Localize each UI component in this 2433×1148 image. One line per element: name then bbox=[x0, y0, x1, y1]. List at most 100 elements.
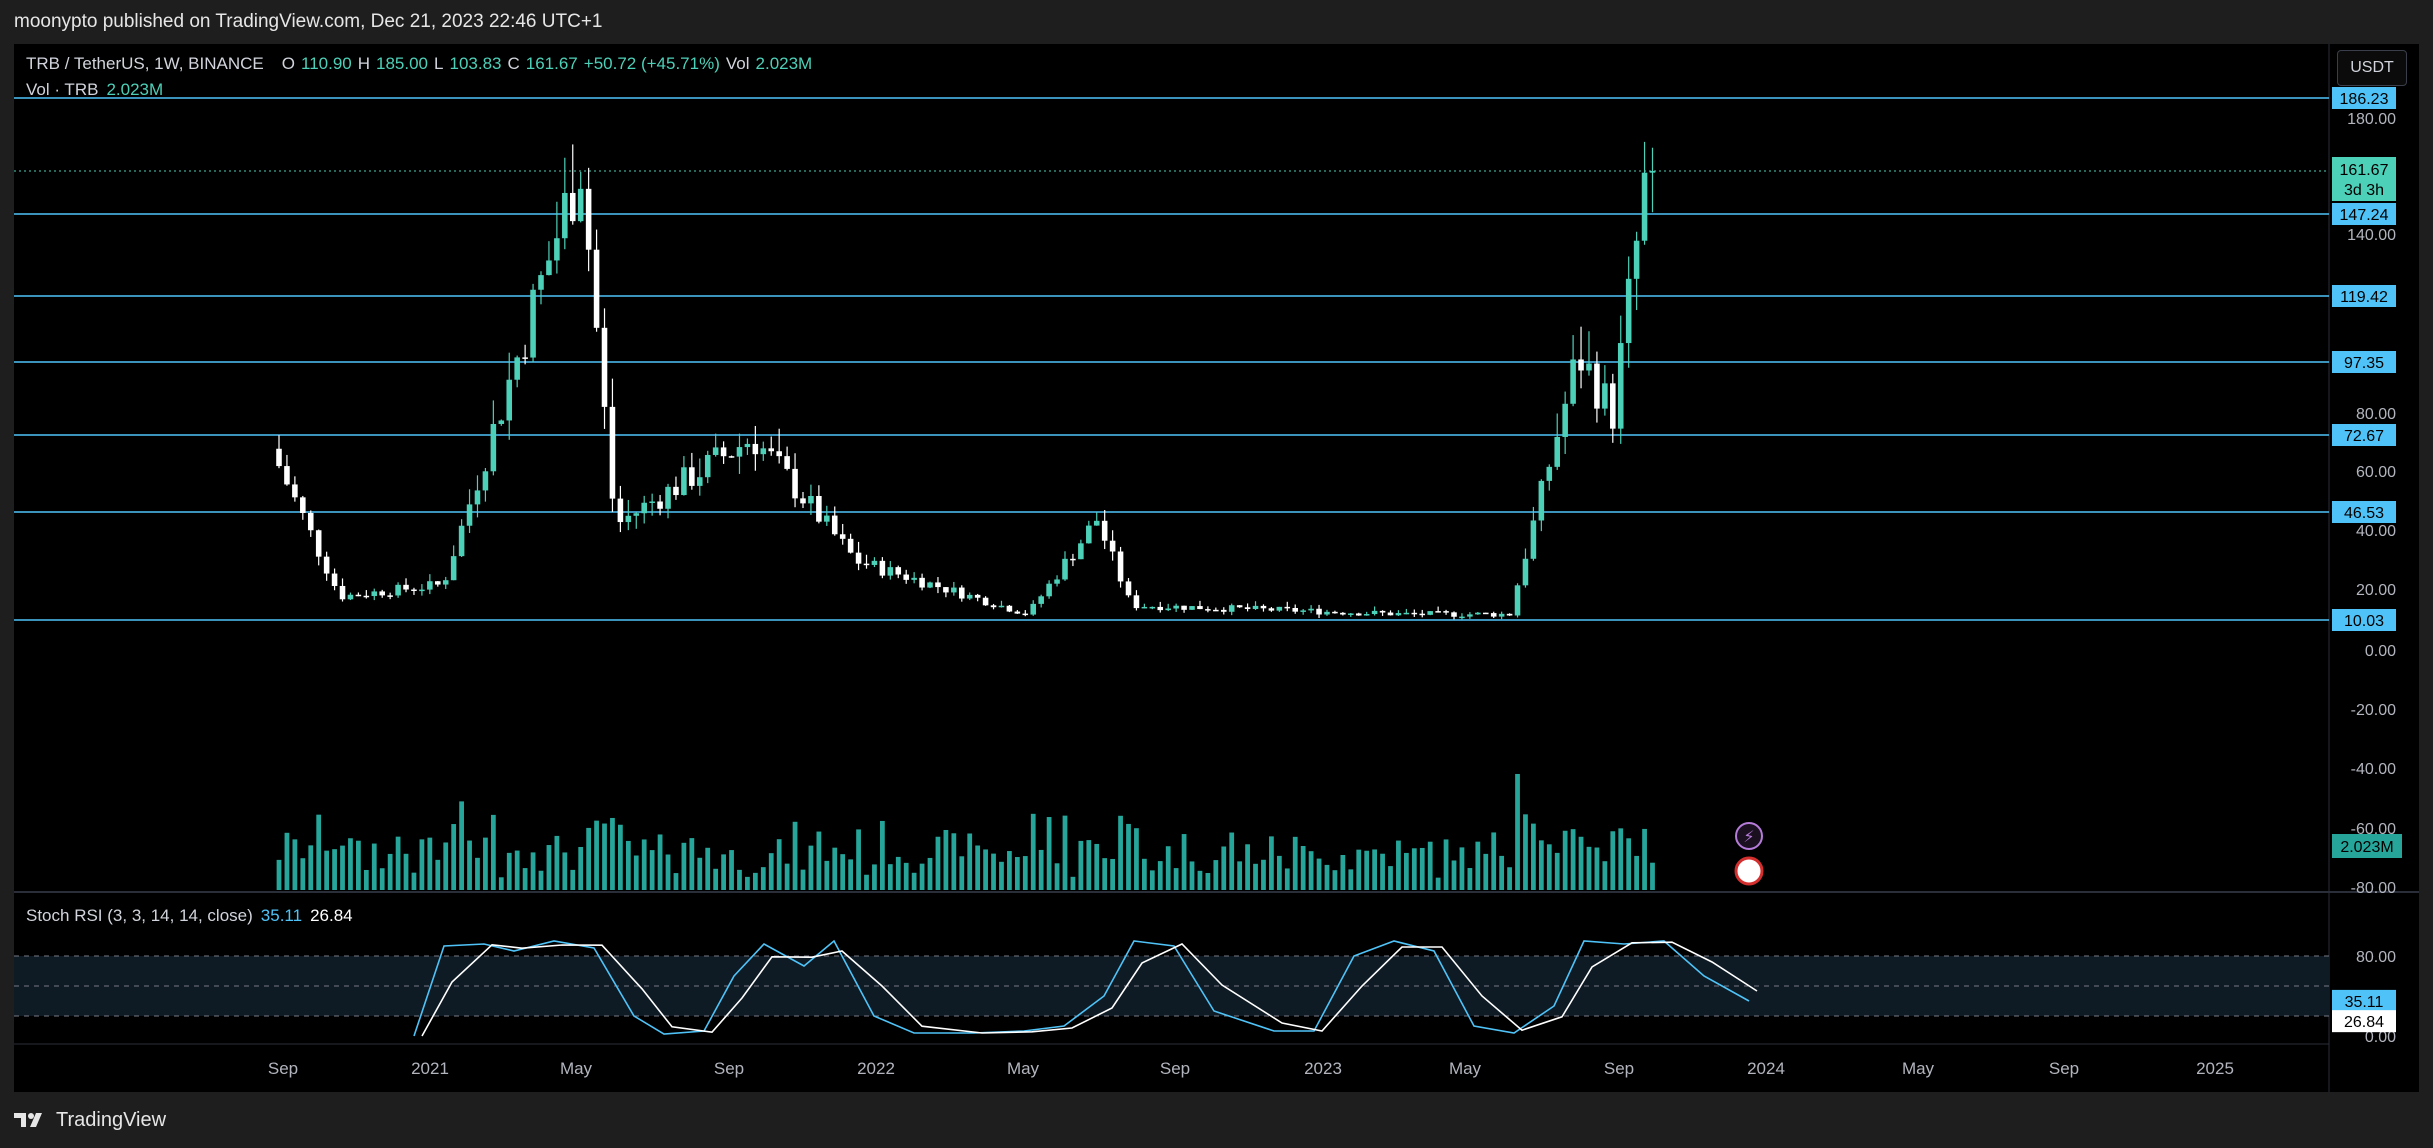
candle-body-87 bbox=[966, 594, 973, 599]
volume-bar-13 bbox=[379, 868, 385, 890]
candle-body-60 bbox=[752, 443, 759, 455]
time-tick-12: Sep bbox=[2049, 1059, 2079, 1078]
candle-body-76 bbox=[879, 560, 886, 576]
price-tick-4: 40.00 bbox=[2356, 523, 2396, 540]
candle-body-30 bbox=[514, 357, 520, 380]
candle-body-16 bbox=[403, 584, 409, 590]
candle-body-136 bbox=[1355, 613, 1362, 616]
currency-button[interactable]: USDT bbox=[2337, 50, 2407, 86]
price-tick-3: 60.00 bbox=[2356, 464, 2396, 481]
low-label: L bbox=[434, 54, 444, 73]
volume-bar-85 bbox=[951, 833, 957, 890]
candle-body-142 bbox=[1403, 612, 1410, 615]
volume-bar-26 bbox=[483, 837, 488, 890]
candle-body-75 bbox=[871, 560, 878, 565]
volume-bar-6 bbox=[324, 850, 330, 890]
volume-bar-138 bbox=[1372, 849, 1378, 890]
time-tick-11: May bbox=[1902, 1059, 1935, 1078]
candle-body-32 bbox=[530, 289, 536, 358]
volume-bar-160 bbox=[1546, 844, 1552, 890]
candle-body-109 bbox=[1141, 606, 1148, 609]
volume-bar-172 bbox=[1642, 828, 1647, 890]
volume-bar-62 bbox=[768, 853, 774, 890]
candle-body-125 bbox=[1268, 608, 1275, 611]
last-price-label: 161.67 bbox=[2340, 162, 2389, 179]
candle-body-157 bbox=[1522, 558, 1529, 586]
volume-bar-20 bbox=[435, 859, 441, 890]
volume-bar-136 bbox=[1356, 849, 1362, 890]
candle-body-37 bbox=[569, 192, 576, 222]
volume-bar-105 bbox=[1110, 858, 1116, 890]
candle-body-127 bbox=[1284, 606, 1291, 609]
candle-body-120 bbox=[1228, 605, 1235, 612]
volume-bar-22 bbox=[451, 824, 457, 890]
candle-body-50 bbox=[673, 486, 679, 496]
volume-bar-121 bbox=[1237, 861, 1243, 890]
candle-body-78 bbox=[895, 567, 902, 575]
candle-body-52 bbox=[689, 467, 695, 486]
candle-body-8 bbox=[339, 585, 346, 600]
volume-bar-39 bbox=[586, 827, 592, 890]
candle-body-105 bbox=[1109, 540, 1116, 552]
candle-body-12 bbox=[371, 591, 378, 597]
time-tick-0: Sep bbox=[268, 1059, 298, 1078]
candle-body-106 bbox=[1117, 551, 1124, 582]
candle-body-2 bbox=[292, 484, 298, 498]
volume-bar-117 bbox=[1205, 872, 1211, 890]
candle-body-118 bbox=[1213, 609, 1219, 612]
volume-bar-32 bbox=[530, 852, 536, 890]
volume-bar-65 bbox=[792, 821, 798, 890]
volume-bar-140 bbox=[1388, 866, 1393, 890]
candle-body-57 bbox=[728, 456, 735, 458]
candle-body-171 bbox=[1633, 240, 1640, 279]
volume-bar-161 bbox=[1554, 852, 1560, 890]
time-tick-10: 2024 bbox=[1747, 1059, 1785, 1078]
candle-body-169 bbox=[1617, 343, 1624, 429]
candle-body-96 bbox=[1038, 596, 1044, 604]
volume-bar-116 bbox=[1197, 870, 1203, 890]
candle-body-46 bbox=[641, 502, 647, 514]
candle-body-99 bbox=[1062, 558, 1068, 580]
volume-bar-169 bbox=[1618, 828, 1624, 890]
stoch-d-value: 26.84 bbox=[310, 906, 353, 925]
volume-bar-55 bbox=[713, 868, 719, 890]
stoch-k-tag bbox=[2332, 989, 2396, 1012]
candle-body-170 bbox=[1625, 278, 1632, 344]
level-tag-6 bbox=[2332, 609, 2396, 631]
lightning-icon-glyph: ⚡ bbox=[1743, 827, 1754, 846]
volume-bar-173 bbox=[1650, 862, 1655, 890]
candle-body-25 bbox=[474, 490, 481, 505]
price-tick-6: 0.00 bbox=[2365, 643, 2396, 660]
volume-bar-100 bbox=[1070, 876, 1076, 890]
stoch-tick-0: 80.00 bbox=[2356, 949, 2396, 966]
candle-body-141 bbox=[1395, 613, 1402, 616]
footer-brand[interactable]: TradingView bbox=[56, 1108, 167, 1131]
volume-legend-label[interactable]: Vol · TRB bbox=[26, 80, 99, 99]
volume-bar-98 bbox=[1054, 863, 1060, 890]
symbol-name[interactable]: TRB / TetherUS, 1W, BINANCE bbox=[26, 54, 264, 73]
chart-area[interactable]: 186.23 147.24 119.42 97.35 72.67 46.53 10.03 16… bbox=[14, 44, 2419, 1092]
candle-body-17 bbox=[411, 589, 417, 592]
candle-body-172 bbox=[1641, 172, 1648, 241]
candle-body-3 bbox=[300, 497, 306, 513]
candle-body-14 bbox=[387, 595, 393, 597]
volume-bar-164 bbox=[1578, 836, 1584, 890]
candle-body-112 bbox=[1165, 608, 1171, 611]
candle-body-69 bbox=[824, 515, 830, 522]
stoch-rsi-label[interactable]: Stoch RSI (3, 3, 14, 14, close) bbox=[26, 906, 253, 925]
volume-bar-11 bbox=[363, 869, 369, 890]
volume-bar-63 bbox=[776, 839, 782, 890]
volume-bar-41 bbox=[602, 823, 607, 890]
candle-body-62 bbox=[768, 448, 775, 452]
stoch-k-value: 35.11 bbox=[260, 906, 303, 925]
volume-bar-135 bbox=[1348, 869, 1354, 890]
volume-bar-146 bbox=[1435, 877, 1441, 890]
candle-body-63 bbox=[776, 451, 782, 457]
candle-body-64 bbox=[784, 456, 790, 469]
volume-bar-27 bbox=[490, 814, 496, 890]
candle-body-59 bbox=[744, 443, 751, 448]
volume-bar-48 bbox=[657, 834, 663, 890]
tradingview-logo-icon[interactable] bbox=[14, 1111, 48, 1129]
volume-bar-76 bbox=[880, 820, 885, 890]
price-chart-svg[interactable]: 186.23 147.24 119.42 97.35 72.67 46.53 10.03 16… bbox=[14, 44, 2419, 1092]
